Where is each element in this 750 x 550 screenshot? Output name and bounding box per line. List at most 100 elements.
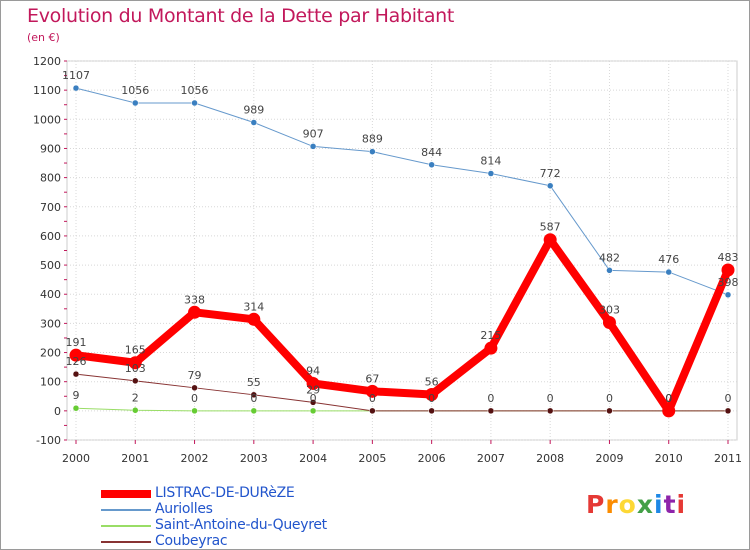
logo-letter: i (654, 490, 664, 519)
chart-title: Evolution du Montant de la Dette par Hab… (27, 5, 455, 27)
series-point (487, 170, 495, 177)
data-label: 67 (365, 372, 379, 385)
data-label: 814 (480, 155, 501, 168)
x-tick-label: 2008 (536, 452, 564, 465)
series-point (606, 407, 613, 415)
data-label: 482 (599, 251, 620, 264)
series-point (724, 407, 732, 415)
series-point (72, 84, 80, 92)
legend-swatch (101, 509, 151, 511)
legend-swatch (101, 541, 151, 543)
data-label: 0 (310, 392, 317, 405)
y-tick-label: 1000 (33, 113, 61, 126)
series-point (428, 407, 435, 415)
y-tick-label: -100 (36, 434, 61, 447)
series-point (724, 291, 732, 299)
data-label: 191 (66, 336, 87, 349)
data-label: 0 (665, 392, 672, 405)
y-tick-label: 100 (40, 376, 61, 389)
series-point (665, 268, 672, 276)
data-label: 0 (428, 392, 435, 405)
series-point (428, 161, 435, 169)
y-tick-label: 400 (40, 288, 61, 301)
data-label: 314 (243, 300, 264, 313)
data-label: 587 (540, 221, 561, 234)
y-tick-label: 600 (40, 230, 61, 243)
data-label: 103 (125, 362, 146, 375)
data-label: 79 (188, 369, 202, 382)
series-point (188, 305, 202, 319)
y-tick-label: 0 (54, 405, 61, 418)
series-point (365, 384, 379, 398)
data-label: 126 (66, 355, 87, 368)
data-label: 0 (606, 392, 613, 405)
y-tick-label: 1200 (33, 55, 61, 68)
y-tick-label: 200 (40, 347, 61, 360)
y-tick-label: 1100 (33, 84, 61, 97)
x-tick-label: 2001 (121, 452, 149, 465)
data-label: 0 (369, 392, 376, 405)
series-point (309, 407, 317, 415)
chart-unit: (en €) (27, 31, 60, 44)
series-line-0 (75, 87, 729, 296)
series-point (721, 263, 735, 277)
series-point (309, 399, 317, 406)
y-tick-label: 900 (40, 142, 61, 155)
data-label: 94 (306, 364, 320, 377)
series-point (250, 391, 258, 399)
series-point (309, 143, 317, 150)
data-label-layer: 1107 1056 1056 989 907 889 844 814 772 482 476 398 9… (62, 69, 739, 405)
data-label: 303 (599, 304, 620, 317)
series-point (72, 370, 80, 378)
data-label: 9 (73, 389, 80, 402)
data-label: 476 (658, 253, 679, 266)
data-label: 0 (547, 392, 554, 405)
x-tick-label: 2011 (714, 452, 742, 465)
proxiti-logo: Proxiti (586, 490, 686, 519)
x-tick-label: 2010 (655, 452, 683, 465)
logo-letter: P (586, 490, 606, 519)
data-label: 398 (718, 276, 739, 289)
series-point (369, 148, 376, 155)
data-label: 0 (725, 392, 732, 405)
series-point (484, 341, 498, 355)
data-label: 29 (306, 383, 320, 396)
x-tick-label: 2006 (418, 452, 446, 465)
data-label: 989 (243, 104, 264, 117)
data-label: 0 (191, 392, 198, 405)
x-tick-label: 2007 (477, 452, 505, 465)
series-point (191, 384, 198, 392)
series-point (543, 233, 557, 247)
x-tick-label: 2009 (595, 452, 623, 465)
legend-label: Auriolles (155, 501, 213, 517)
data-label: 1107 (62, 69, 90, 82)
data-label: 0 (487, 392, 494, 405)
legend-swatch (101, 490, 151, 498)
data-label: 889 (362, 133, 383, 146)
data-label: 2 (132, 391, 139, 404)
logo-letter: t (663, 490, 677, 519)
series-point (369, 407, 376, 415)
series-point (250, 119, 258, 126)
x-tick-label: 2000 (62, 452, 90, 465)
y-tick-label: 300 (40, 317, 61, 330)
legend-label: Saint-Antoine-du-Queyret (155, 517, 327, 533)
data-label: 1056 (181, 84, 209, 97)
series-point (132, 377, 139, 385)
series-point (132, 99, 139, 107)
series-point (546, 182, 554, 190)
y-tick-label: 700 (40, 201, 61, 214)
series-point (606, 267, 613, 274)
data-label: 772 (540, 167, 561, 180)
series-point (602, 316, 616, 330)
series-point (132, 407, 139, 414)
series-point (69, 348, 83, 362)
data-label: 55 (247, 376, 261, 389)
y-tick-label: 500 (40, 259, 61, 272)
x-tick-label: 2002 (181, 452, 209, 465)
grid-layer (66, 60, 738, 441)
series-point (128, 356, 142, 370)
axis-layer: -100010020030040050060070080090010001100… (33, 55, 742, 465)
